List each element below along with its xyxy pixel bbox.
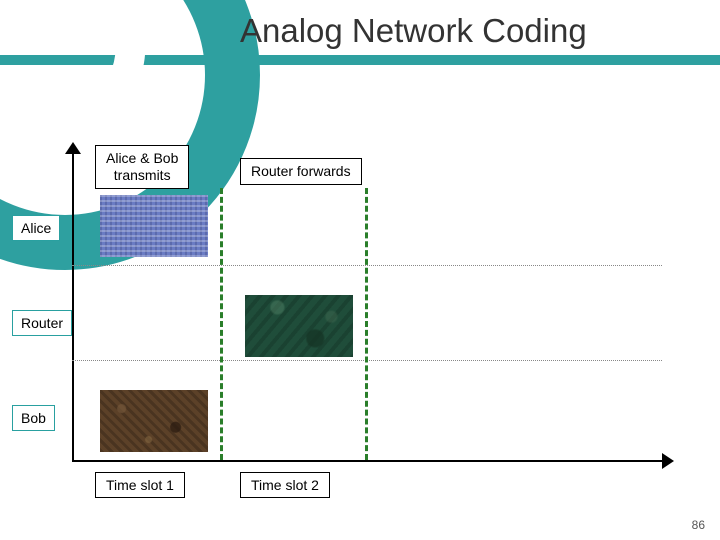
row-label: Alice	[12, 215, 60, 241]
signal-block	[245, 295, 353, 357]
timing-diagram: AliceRouterBobAlice & Bob transmitsTime …	[60, 120, 680, 480]
column-footer: Time slot 2	[240, 472, 330, 498]
x-axis	[72, 460, 667, 462]
slide-title: Analog Network Coding	[240, 12, 587, 50]
timeslot-divider	[220, 188, 223, 460]
row-label: Router	[12, 310, 72, 336]
y-axis-arrowhead	[65, 142, 81, 154]
timeslot-divider	[365, 188, 368, 460]
y-axis	[72, 150, 74, 460]
column-header: Router forwards	[240, 158, 362, 185]
x-axis-arrowhead	[662, 453, 674, 469]
signal-block	[100, 195, 208, 257]
row-label: Bob	[12, 405, 55, 431]
signal-block	[100, 390, 208, 452]
column-footer: Time slot 1	[95, 472, 185, 498]
column-header: Alice & Bob transmits	[95, 145, 189, 189]
slide-number: 86	[692, 518, 705, 532]
